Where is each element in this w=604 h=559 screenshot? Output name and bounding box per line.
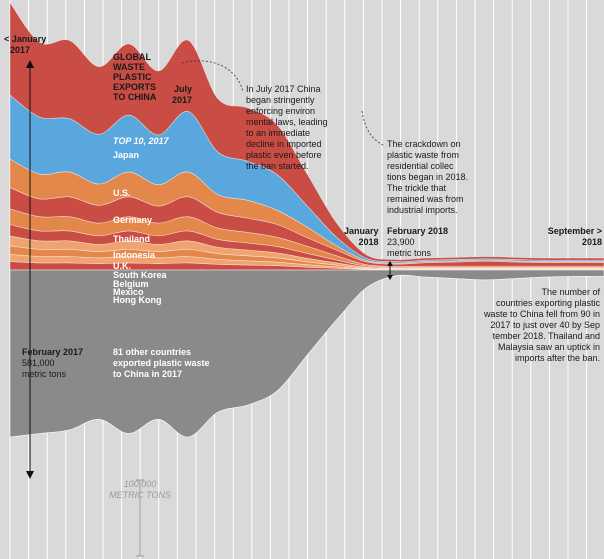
arrow-up-icon <box>387 261 393 266</box>
arrow-down-icon <box>387 275 393 280</box>
label-line: to China in 2017 <box>113 369 183 379</box>
title-line: WASTE <box>113 62 146 72</box>
annotation-countries: The number of countries exporting plasti… <box>470 287 600 364</box>
label-line: 2018 <box>581 237 602 247</box>
label-line: to an immediate <box>246 128 311 138</box>
label-line: plastic even before <box>246 150 322 160</box>
label-line: began stringently <box>246 95 315 105</box>
stream-layer-others <box>9 269 604 438</box>
label-line: exported plastic waste <box>113 358 210 368</box>
series-label-belgium: Belgium <box>113 279 149 289</box>
label-line: enforcing environ <box>246 106 316 116</box>
series-label-southkorea: South Korea <box>113 270 167 280</box>
stream-layer-japan <box>9 1 604 262</box>
series-label-others: 81 other countries exported plastic wast… <box>113 347 210 380</box>
series-label-thailand: Thailand <box>113 234 151 244</box>
label-line: plastic waste from <box>387 150 460 160</box>
label-line: 81 other countries <box>113 347 192 357</box>
label-line: < January <box>4 34 47 44</box>
title-line: PLASTIC <box>113 72 152 82</box>
label-line: tions began in 2018. <box>387 172 469 182</box>
arrow-up-icon <box>26 60 34 68</box>
title-line: EXPORTS <box>113 82 157 92</box>
scale-bar-label: 100,000 METRIC TONS <box>100 479 180 501</box>
label-line: The number of <box>541 287 600 297</box>
label-jan-2018: January 2018 <box>344 226 379 248</box>
leader-line <box>361 110 386 147</box>
label-line: industrial imports. <box>387 205 458 215</box>
label-line: metric tons <box>22 369 67 379</box>
title-line: GLOBAL <box>113 52 151 62</box>
label-line: Malaysia saw an uptick in <box>497 342 600 352</box>
label-line: METRIC TONS <box>109 490 171 500</box>
chart-title: GLOBAL WASTE PLASTIC EXPORTS TO CHINA <box>113 52 156 102</box>
series-label-us: U.S. <box>113 188 131 198</box>
label-line: The trickle that <box>387 183 447 193</box>
label-line: tember 2018. Thailand and <box>492 331 600 341</box>
label-line: waste to China fell from 90 in <box>483 309 600 319</box>
label-line: countries exporting plastic <box>495 298 600 308</box>
series-label-japan: Japan <box>113 150 140 160</box>
title-line: TO CHINA <box>113 92 157 102</box>
label-line: 2018 <box>358 237 379 247</box>
leader-line <box>181 60 244 93</box>
label-line: February 2017 <box>22 347 84 357</box>
label-line: 2017 <box>172 95 193 105</box>
label-jan-2017: < January 2017 <box>4 34 46 56</box>
label-line: imports after the ban. <box>514 353 600 363</box>
label-line: 23,900 <box>387 237 415 247</box>
label-line: 2017 <box>10 45 31 55</box>
label-line: 100,000 <box>123 479 157 489</box>
series-label-indonesia: Indonesia <box>113 250 156 260</box>
label-feb-2017: February 2017 581,000 metric tons <box>22 347 83 380</box>
label-line: 2017 to just over 40 by Sep <box>490 320 600 330</box>
series-label-germany: Germany <box>113 215 153 225</box>
label-line: mental laws, leading <box>246 117 328 127</box>
label-line: decline in imported <box>246 139 322 149</box>
label-line: residential collec <box>387 161 454 171</box>
label-feb-2018: February 2018 23,900 metric tons <box>387 226 448 259</box>
label-line: metric tons <box>387 248 432 258</box>
annotation-july-2017: In July 2017 China began stringently enf… <box>246 84 328 172</box>
label-jul-2017: July 2017 <box>172 84 192 106</box>
label-line: January <box>344 226 379 236</box>
label-sep-2018: September > 2018 <box>546 226 602 248</box>
label-line: The crackdown on <box>387 139 461 149</box>
arrow-down-icon <box>26 471 34 479</box>
series-label-uk: U.K. <box>113 261 131 271</box>
label-line: September > <box>547 226 602 236</box>
label-line: 581,000 <box>22 358 55 368</box>
label-line: February 2018 <box>387 226 449 236</box>
label-line: remained was from <box>387 194 464 204</box>
label-line: In July 2017 China <box>246 84 321 94</box>
label-line: the ban started. <box>246 161 309 171</box>
annotation-crackdown-2018: The crackdown on plastic waste from resi… <box>387 139 468 216</box>
series-label-mexico: Mexico <box>113 287 144 297</box>
series-label-hongkong: Hong Kong <box>113 295 162 305</box>
label-line: July <box>174 84 193 94</box>
label-top10: TOP 10, 2017 <box>113 136 169 146</box>
